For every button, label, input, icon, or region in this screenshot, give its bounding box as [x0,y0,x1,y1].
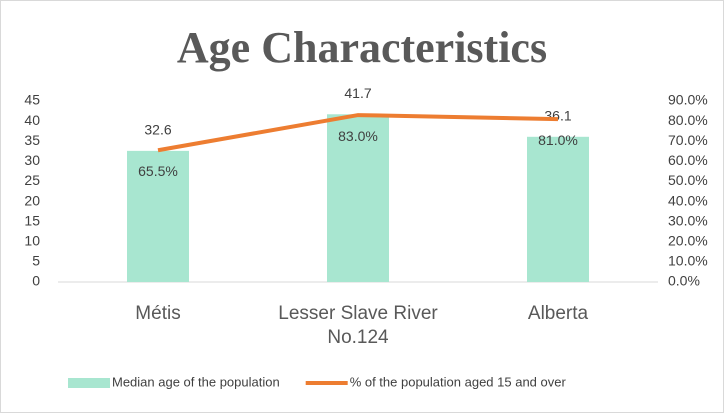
legend-label: Median age of the population [112,374,280,389]
y-tick-label: 5 [32,253,40,269]
y-tick-label: 35 [24,132,40,148]
y-tick-label: 10 [24,232,40,248]
y2-tick-label: 80.0% [668,112,708,128]
y-tick-label: 30 [24,152,40,168]
legend-swatch [68,378,110,388]
y-tick-label: 15 [24,212,40,228]
y-tick-label: 45 [24,92,40,108]
y2-tick-label: 60.0% [668,152,708,168]
legend-label: % of the population aged 15 and over [350,374,567,389]
bar-value-label: 32.6 [144,122,171,138]
line-value-label: 81.0% [538,132,578,148]
y2-tick-label: 40.0% [668,192,708,208]
y-tick-label: 20 [24,192,40,208]
x-tick-label: Métis [135,303,181,324]
y-tick-label: 25 [24,172,40,188]
y2-tick-label: 30.0% [668,212,708,228]
line-value-label: 65.5% [138,163,178,179]
line-value-label: 83.0% [338,128,378,144]
bar-value-label: 36.1 [544,108,571,124]
bar [327,114,389,282]
x-tick-label: Alberta [527,303,589,324]
y2-tick-label: 10.0% [668,253,708,269]
bar-value-label: 41.7 [344,85,371,101]
line [157,113,559,153]
y2-tick-label: 70.0% [668,132,708,148]
y-tick-label: 40 [24,112,40,128]
y-tick-label: 0 [32,273,40,289]
x-tick-label: Lesser Slave River No.124 [278,303,438,348]
y2-tick-label: 90.0% [668,92,708,108]
bar [527,136,589,282]
bar [127,150,189,282]
chart-title: Age Characteristics [177,23,547,72]
y2-tick-label: 50.0% [668,172,708,188]
y2-tick-label: 20.0% [668,232,708,248]
y2-tick-label: 0.0% [668,273,700,289]
